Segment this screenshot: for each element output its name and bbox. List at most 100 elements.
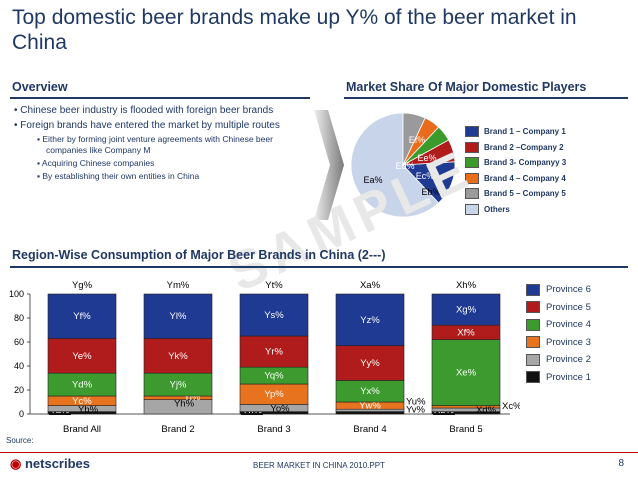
bar-segment (143, 395, 213, 400)
legend-label: Province 6 (546, 284, 591, 296)
region-rule (10, 266, 628, 268)
pie-slice-label: Ed% (395, 161, 414, 171)
bar-top-label: Xh% (456, 280, 477, 291)
legend-label: Province 4 (546, 319, 591, 331)
netscribes-logo: ◉ netscribes (10, 456, 91, 471)
bar-segment-label: Xd% (476, 405, 497, 416)
pie-legend: Brand 1 – Company 1 Brand 2 –Company 2 Bra… (465, 124, 566, 217)
legend-label: Province 5 (546, 301, 591, 313)
pie-slice-label: Ec% (416, 171, 435, 181)
overview-heading: Overview (12, 80, 68, 94)
bar-segment (335, 345, 405, 381)
bullet-item: • Chinese beer industry is flooded with … (14, 105, 274, 116)
bar-segment-label: Yc% (72, 396, 92, 407)
y-tick-label: 20 (14, 385, 24, 395)
bar-segment (143, 338, 213, 374)
legend-label: Province 2 (546, 354, 591, 366)
bar-segment (47, 293, 117, 339)
bar-segment-label: Yw% (359, 401, 381, 412)
legend-swatch (465, 141, 479, 153)
pie-legend-item: Brand 1 – Company 1 (465, 124, 566, 140)
chevron-right-icon (314, 110, 344, 220)
bar-top-label: Yt% (265, 280, 283, 291)
bar-segment-label: Yx% (360, 386, 380, 397)
bar-segment-label: Yp% (264, 389, 284, 400)
y-tick-label: 80 (14, 313, 24, 323)
legend-label: Others (484, 204, 510, 214)
bar-outside-label: Yu% (406, 396, 426, 407)
legend-label: Brand 2 –Company 2 (484, 142, 564, 152)
bar-segment-label: Yj% (170, 380, 187, 391)
x-tick-label: Brand All (63, 424, 101, 435)
market-share-heading: Market Share Of Major Domestic Players (346, 80, 587, 94)
legend-swatch (465, 203, 479, 215)
market-share-rule (344, 97, 628, 99)
legend-swatch (526, 353, 540, 366)
legend-swatch (526, 318, 540, 331)
y-tick-label: 100 (9, 289, 24, 299)
pie-slice-label: Ea% (363, 175, 382, 185)
pie-slice-label: Eb% (421, 187, 440, 197)
footer-title: BEER MARKET IN CHINA 2010.PPT (253, 461, 385, 470)
bar-segment (143, 293, 213, 339)
bar-top-label: Ym% (167, 280, 190, 291)
bar-segment-label: Ye% (72, 351, 92, 362)
bar-legend-item: Province 6 (526, 281, 591, 299)
bar-segment-label: Yb% (78, 405, 99, 416)
bar-segment-label: Yh% (174, 399, 195, 410)
legend-swatch (465, 188, 479, 200)
pie-legend-item: Brand 2 –Company 2 (465, 140, 566, 156)
bar-legend-item: Province 2 (526, 351, 591, 369)
bar-segment-label: Yy% (360, 358, 380, 369)
region-bar-chart: 020406080100Ya%Yb%Yc%Yd%Ye%Yf%Yg%Brand A… (9, 280, 520, 435)
overview-bullets: • Chinese beer industry is flooded with … (12, 104, 302, 184)
x-tick-label: Brand 3 (257, 424, 290, 435)
pie-legend-item: Others (465, 202, 566, 218)
legend-label: Brand 1 – Company 1 (484, 127, 566, 137)
bar-segment (335, 293, 405, 346)
legend-swatch (465, 126, 479, 138)
market-share-pie: Ea% Ef% Ee%Ed%Ec% Eb% (350, 112, 456, 218)
sub-bullet-item: ▪ Acquiring Chinese companies (37, 158, 155, 168)
footer-rule (0, 452, 638, 453)
bar-segment (239, 335, 309, 368)
sub-bullet-item: ▪ By establishing their own entities in … (37, 171, 200, 181)
bar-legend-item: Province 3 (526, 334, 591, 352)
pie-legend-item: Brand 5 – Company 5 (465, 186, 566, 202)
bar-segment-label: Xg% (456, 305, 477, 316)
bar-segment-label: Yd% (72, 380, 93, 391)
sub-bullet-item: ▪ Either by forming joint venture agreem… (37, 134, 273, 155)
legend-swatch (465, 157, 479, 169)
pie-slice (402, 112, 426, 166)
pie-legend-item: Brand 4 – Company 4 (465, 171, 566, 187)
bar-segment-label: Yi% (184, 392, 201, 403)
y-tick-label: 60 (14, 337, 24, 347)
region-heading: Region-Wise Consumption of Major Beer Br… (12, 248, 386, 262)
legend-label: Province 3 (546, 336, 591, 348)
bar-segment (431, 339, 501, 406)
pie-slice-label: Ef% (409, 135, 426, 145)
x-tick-label: Brand 5 (449, 424, 482, 435)
legend-swatch (526, 283, 540, 296)
logo-mark-icon: ◉ (10, 456, 22, 471)
bar-segment-label: Yz% (360, 315, 380, 326)
page-number: 8 (618, 458, 624, 469)
bullet-item: • Foreign brands have entered the market… (14, 120, 280, 131)
bar-segment (431, 293, 501, 326)
bar-segment-label: Yv% (406, 405, 426, 416)
pie-slice (350, 112, 440, 218)
bar-segment-label: Yr% (265, 347, 284, 358)
bar-segment-label: Ys% (264, 310, 284, 321)
legend-swatch (465, 172, 479, 184)
bar-top-label: Xa% (360, 280, 381, 291)
x-tick-label: Brand 2 (161, 424, 194, 435)
bar-segment-label: Xe% (456, 368, 477, 379)
bar-segment-label: Yo% (270, 403, 290, 414)
legend-swatch (526, 301, 540, 314)
legend-label: Brand 4 – Company 4 (484, 173, 566, 183)
source-label: Source: (6, 436, 34, 445)
overview-rule (10, 97, 310, 99)
bar-segment (47, 338, 117, 374)
legend-label: Brand 3- Companyy 3 (484, 158, 567, 168)
bar-segment-label: Xf% (457, 327, 475, 338)
